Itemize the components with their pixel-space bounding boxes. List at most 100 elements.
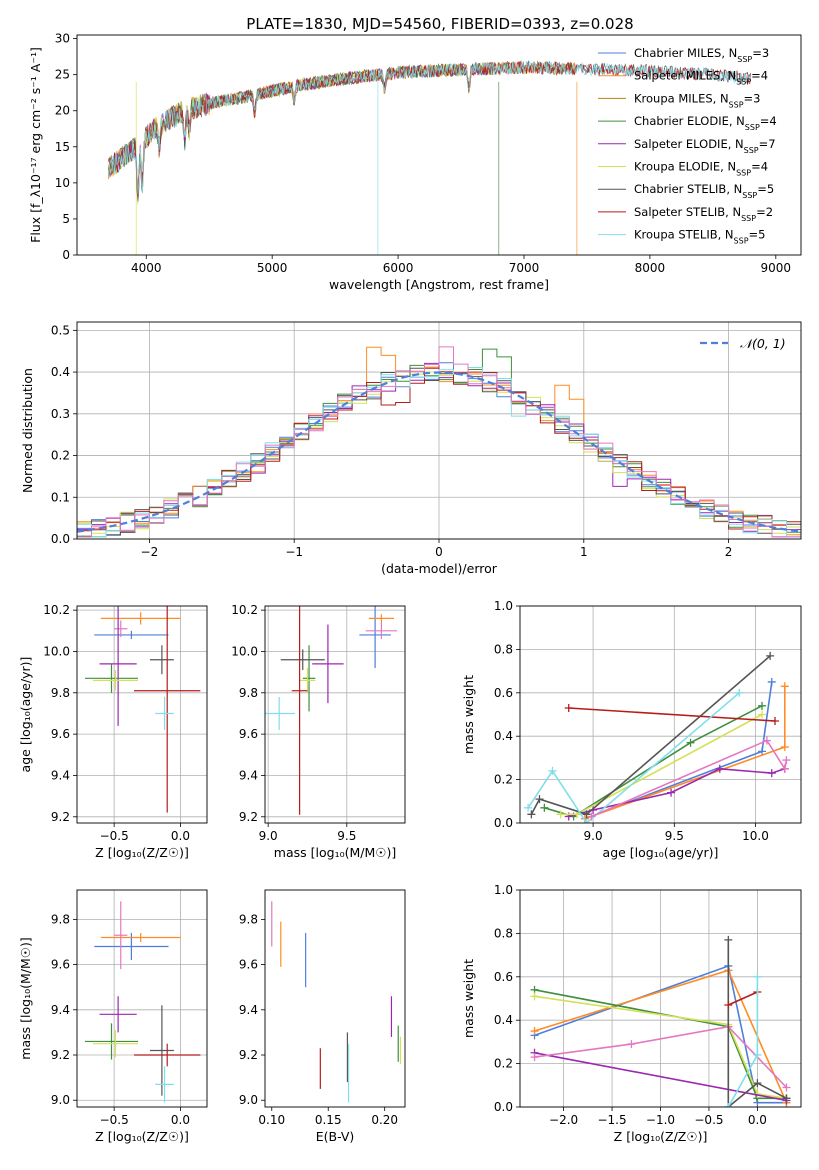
mass-weight-series-line xyxy=(534,995,787,1100)
y-tick-label: 10.2 xyxy=(231,603,258,617)
y-tick-label: 9.6 xyxy=(51,727,70,741)
y-axis-label: Flux [f_λ10⁻¹⁷ erg cm⁻² s⁻¹ A⁻¹] xyxy=(28,47,43,243)
x-axis-label: wavelength [Angstrom, rest frame] xyxy=(329,277,549,292)
panel-residuals: −2 −1 0 1 2 0.0 0.1 0.2 0.3 0.4 0.5 (data-model)/er… xyxy=(20,321,802,576)
plus-marker xyxy=(724,1103,733,1107)
y-tick-label: 9.6 xyxy=(239,958,258,972)
y-tick-label: 1.0 xyxy=(494,883,513,897)
plus-marker xyxy=(667,788,676,797)
y-axis-label: age [log₁₀(age/yr)] xyxy=(18,657,33,773)
x-tick-label: 0.20 xyxy=(371,1113,398,1127)
errorbar-point xyxy=(155,696,174,730)
legend-text: =2 xyxy=(756,205,773,219)
errorbar-point xyxy=(114,901,128,970)
legend-text: Kroupa STELIB, N xyxy=(634,228,734,242)
legend-text: Chabrier ELODIE, N xyxy=(634,114,745,128)
errorbar-point xyxy=(134,1043,201,1067)
x-tick-label: −2 xyxy=(141,545,159,559)
x-tick-label: 9.0 xyxy=(259,829,278,843)
x-tick-label: 10.0 xyxy=(742,829,769,843)
y-tick-label: 0.2 xyxy=(494,1057,513,1071)
legend-subscript: SSP xyxy=(734,236,749,245)
legend-entry: Salpeter STELIB, NSSP=2 xyxy=(634,205,773,223)
y-tick-label: 9.2 xyxy=(51,1048,70,1062)
plus-marker xyxy=(771,717,780,726)
legend-subscript: SSP xyxy=(729,100,744,109)
y-tick-label: 0.0 xyxy=(494,1100,513,1114)
errorbar-point xyxy=(312,624,344,704)
y-tick-label: 0.8 xyxy=(494,642,513,656)
plot-area xyxy=(271,901,402,1103)
panel-mass_weight_vs_Z: −2.0 −1.5 −1.0 −0.5 0.0 0.0 0.2 0.4 0.6 0.8 1.0 Z [… xyxy=(461,883,802,1144)
x-tick-label: −0.5 xyxy=(694,1113,723,1127)
plus-marker xyxy=(782,1083,791,1092)
mass-weight-series-line xyxy=(568,767,786,818)
legend-text: =4 xyxy=(751,69,768,83)
mass-weight-series-line xyxy=(727,939,787,1107)
plus-marker xyxy=(780,682,789,691)
errorbar-point xyxy=(100,932,181,942)
plus-marker xyxy=(724,1001,733,1010)
errorbar-point xyxy=(302,645,316,712)
y-tick-label: 9.8 xyxy=(239,912,258,926)
x-tick-label: 8000 xyxy=(635,261,666,275)
legend-entry: Salpeter MILES, NSSP=4 xyxy=(634,69,768,87)
panel-mass_vs_ebv: 0.10 0.15 0.20 9.0 9.2 9.4 9.6 9.8 E(B-V) xyxy=(239,889,406,1144)
y-tick-label: 0.1 xyxy=(51,490,70,504)
x-tick-label: 0.0 xyxy=(171,829,190,843)
plot-area xyxy=(530,935,791,1107)
legend-entry: Kroupa ELODIE, NSSP=4 xyxy=(634,160,768,178)
plus-marker xyxy=(780,764,789,773)
plus-marker xyxy=(753,1050,762,1059)
plot-area xyxy=(84,901,201,1103)
plus-marker xyxy=(530,1053,539,1062)
errorbar-point xyxy=(84,663,139,693)
axes-frame xyxy=(76,34,802,256)
y-tick-label: 0.0 xyxy=(51,532,70,546)
y-tick-label: 0.2 xyxy=(51,449,70,463)
y-tick-label: 0.4 xyxy=(494,1013,513,1027)
plus-marker xyxy=(762,736,771,745)
y-tick-label: 9.6 xyxy=(239,727,258,741)
y-tick-label: 9.8 xyxy=(239,686,258,700)
mass-weight-series-line xyxy=(727,991,758,1006)
legend-entry: Kroupa MILES, NSSP=3 xyxy=(634,91,760,109)
plus-marker xyxy=(524,803,533,812)
x-tick-label: 0 xyxy=(435,545,443,559)
y-axis-label: mass [log₁₀(M/M☉)] xyxy=(18,937,33,1059)
panel-age_vs_mass: 9.0 9.5 9.2 9.4 9.6 9.8 10.0 10.2 mass [log₁₀(M/… xyxy=(231,603,406,860)
plus-marker xyxy=(530,1027,539,1036)
plot-area xyxy=(77,346,801,538)
x-axis-label: Z [log₁₀(Z/Z☉)] xyxy=(95,1129,189,1144)
legend-entry: Chabrier MILES, NSSP=3 xyxy=(634,46,769,64)
y-tick-label: 0.3 xyxy=(51,407,70,421)
x-tick-label: −1 xyxy=(285,545,303,559)
panel-spectrum: 4000 5000 6000 7000 8000 9000 0 5 10 15 20 25 30 wave… xyxy=(28,32,802,292)
y-tick-label: 15 xyxy=(55,140,70,154)
legend-subscript: SSP xyxy=(744,145,759,154)
legend-text: =4 xyxy=(760,114,777,128)
y-tick-label: 0.2 xyxy=(494,773,513,787)
legend-text: =5 xyxy=(757,182,774,196)
x-tick-label: 9.0 xyxy=(584,829,603,843)
x-tick-label: 9.5 xyxy=(337,829,356,843)
legend-text: =5 xyxy=(749,228,766,242)
errorbar-point xyxy=(114,620,128,637)
plus-marker xyxy=(527,810,536,819)
plot-area xyxy=(265,606,398,815)
legend-entry: 𝒩(0, 1) xyxy=(740,336,786,351)
panel-mass_vs_Z: −0.5 0.0 9.0 9.2 9.4 9.6 9.8 Z [log₁₀(Z/Z☉)] mas… xyxy=(18,889,208,1144)
errorbar-point xyxy=(359,606,391,668)
legend-text: =7 xyxy=(759,137,776,151)
legend-subscript: SSP xyxy=(742,191,757,200)
y-tick-label: 1.0 xyxy=(494,599,513,613)
errorbar-point xyxy=(84,1023,139,1060)
y-tick-label: 0.4 xyxy=(494,729,513,743)
x-tick-label: −2.0 xyxy=(549,1113,578,1127)
x-tick-label: 0.0 xyxy=(748,1113,767,1127)
y-tick-label: 10.0 xyxy=(43,644,70,658)
spectrum-series-line xyxy=(108,61,578,255)
errorbar-point xyxy=(92,1030,139,1058)
errorbar-point xyxy=(265,696,295,730)
